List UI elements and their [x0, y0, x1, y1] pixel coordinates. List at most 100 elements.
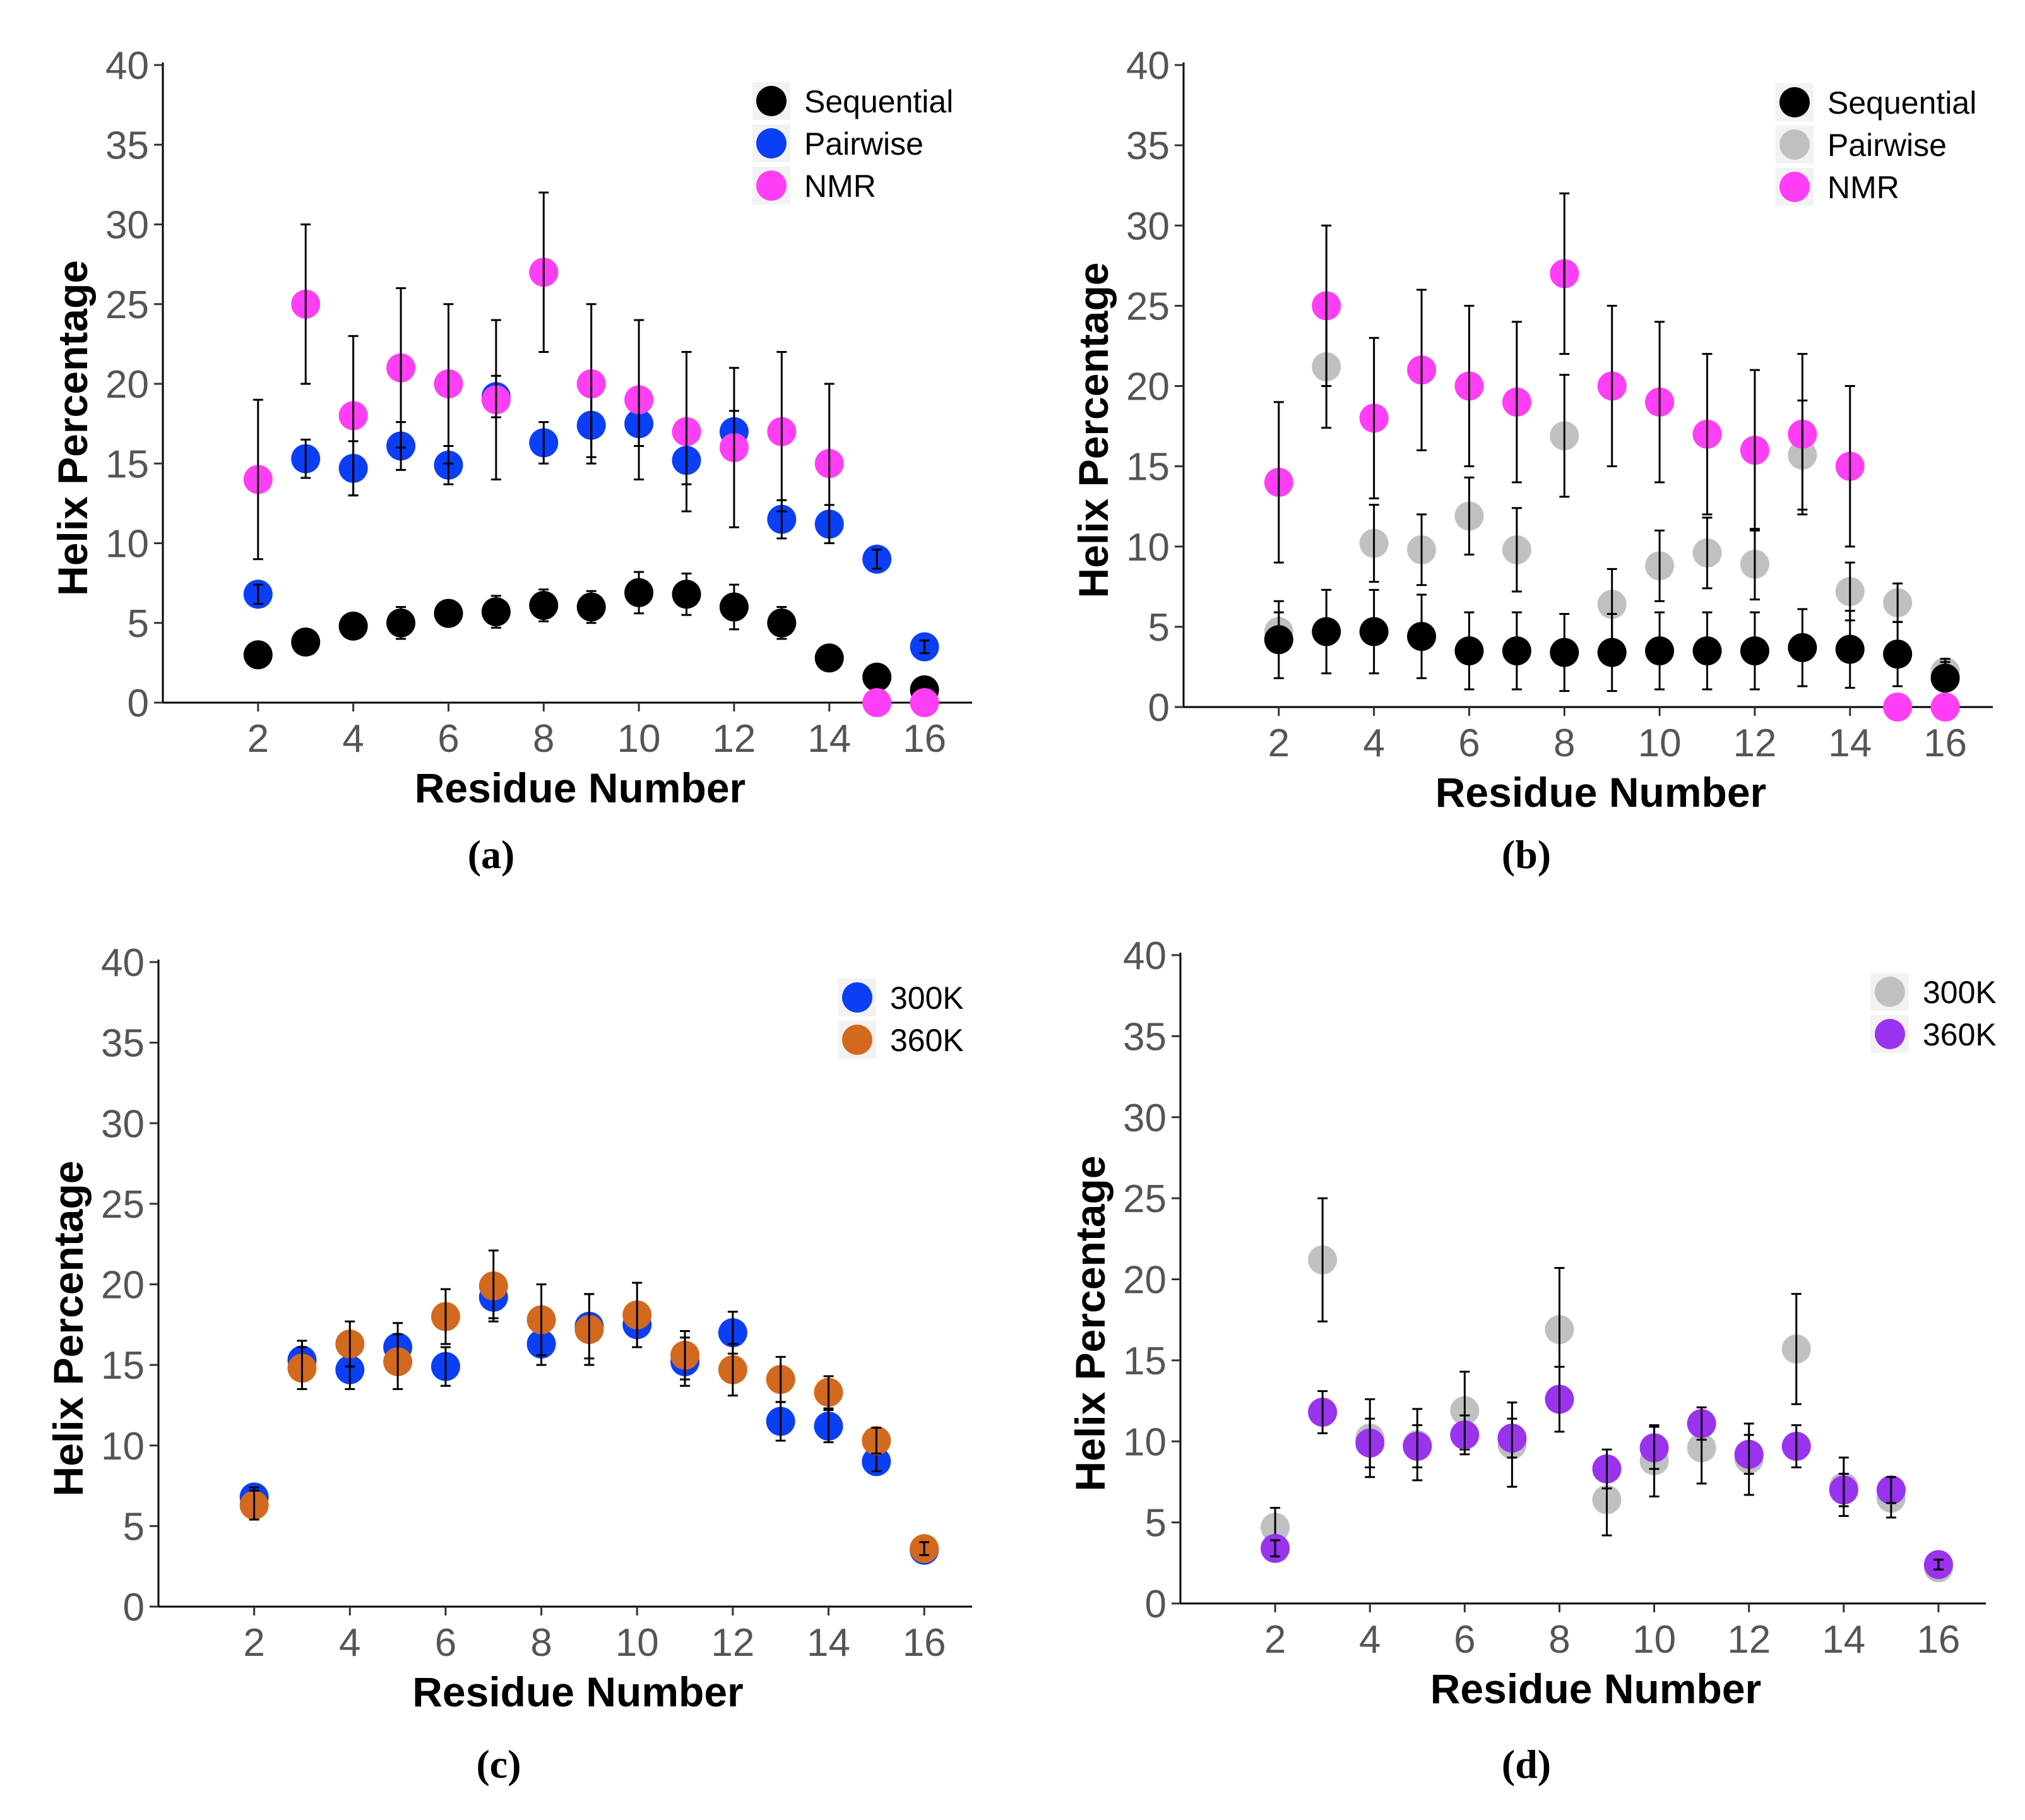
y-tick-label: 25 [105, 283, 149, 327]
legend-key [756, 86, 787, 116]
series-300k [1261, 1197, 1953, 1583]
y-tick-label: 20 [1126, 366, 1170, 409]
panel-caption: (d) [1502, 1742, 1551, 1787]
legend-label: NMR [1827, 170, 1899, 205]
y-tick-label: 40 [105, 44, 149, 88]
y-tick-label: 35 [1126, 124, 1170, 168]
data-point [1930, 693, 1960, 722]
y-tick-label: 15 [1123, 1340, 1167, 1383]
y-tick-label: 20 [105, 363, 149, 407]
x-tick-label: 6 [1454, 1618, 1475, 1662]
legend-label: NMR [804, 169, 876, 204]
y-tick-label: 15 [105, 443, 149, 486]
x-tick-label: 6 [1458, 722, 1480, 765]
legend-label: 300K [1923, 975, 1997, 1010]
legend: Sequential Pairwise NMR [1776, 83, 1976, 206]
x-tick-label: 6 [435, 1621, 456, 1665]
legend-label: 360K [1923, 1017, 1997, 1052]
y-tick-label: 10 [1126, 526, 1170, 569]
legend-key [1779, 172, 1810, 202]
legend: Sequential Pairwise NMR [752, 82, 953, 205]
x-tick-label: 2 [243, 1621, 264, 1665]
x-tick-label: 10 [617, 717, 661, 761]
x-tick-label: 12 [712, 717, 756, 761]
y-tick-label: 0 [123, 1586, 145, 1629]
legend: 300K 360K [838, 978, 964, 1059]
series-nmr [243, 191, 939, 717]
x-tick-label: 6 [437, 717, 459, 761]
x-tick-label: 8 [1548, 1618, 1570, 1662]
x-tick-label: 14 [1822, 1618, 1865, 1662]
x-tick-label: 16 [1916, 1618, 1960, 1662]
legend-key [1875, 1019, 1905, 1049]
x-axis-title: Residue Number [412, 1668, 743, 1715]
legend: 300K 360K [1871, 973, 1997, 1053]
legend-key [1779, 87, 1810, 117]
y-tick-label: 35 [105, 124, 149, 167]
y-tick-label: 25 [101, 1183, 145, 1227]
x-tick-label: 16 [903, 717, 946, 761]
x-tick-label: 2 [1268, 722, 1290, 765]
y-tick-label: 15 [101, 1344, 145, 1388]
chart-panel-4: 0 5 10 15 20 25 30 35 40 2 4 6 8 10 12 14 16 Residue Numb… [1067, 934, 1997, 1787]
y-tick-label: 35 [1123, 1015, 1167, 1059]
y-tick-label: 35 [101, 1022, 145, 1066]
y-tick-label: 30 [1123, 1097, 1167, 1140]
x-tick-label: 10 [1632, 1618, 1676, 1662]
x-tick-label: 12 [1727, 1618, 1771, 1662]
y-tick-label: 20 [101, 1264, 145, 1307]
legend-key [756, 128, 787, 158]
y-tick-label: 0 [1145, 1583, 1167, 1626]
panel-caption: (a) [468, 832, 515, 877]
y-tick-label: 25 [1126, 285, 1170, 328]
x-tick-label: 10 [615, 1621, 659, 1665]
legend-key [842, 1025, 872, 1055]
x-tick-label: 4 [339, 1621, 360, 1665]
x-tick-label: 4 [1359, 1618, 1381, 1662]
series-sequential [1264, 588, 1960, 696]
y-tick-label: 10 [101, 1425, 145, 1468]
series-nmr [1264, 192, 1960, 722]
chart-panel-2: 0 5 10 15 20 25 30 35 40 2 4 6 8 10 12 14 16 Residue Numb… [1070, 44, 1993, 877]
y-tick-label: 15 [1126, 446, 1170, 489]
x-axis-title: Residue Number [415, 764, 745, 811]
legend-key [1875, 977, 1905, 1007]
y-tick-label: 40 [101, 941, 145, 985]
legend-key [1779, 129, 1810, 160]
x-tick-label: 2 [1264, 1618, 1286, 1662]
x-tick-label: 16 [903, 1621, 946, 1665]
x-axis-title: Residue Number [1430, 1665, 1761, 1712]
y-tick-label: 30 [105, 204, 149, 247]
y-tick-label: 20 [1123, 1259, 1167, 1302]
y-tick-label: 0 [1148, 686, 1170, 730]
x-axis-title: Residue Number [1435, 769, 1766, 816]
data-point [862, 688, 892, 717]
panel-caption: (c) [476, 1742, 521, 1787]
x-tick-label: 14 [1828, 722, 1872, 765]
chart-panel-3: 0 5 10 15 20 25 30 35 40 2 4 6 8 10 12 14 16 Residue Numb… [45, 941, 972, 1787]
x-tick-label: 8 [533, 717, 554, 761]
chart-panel-1: 0 5 10 15 20 25 30 35 40 2 4 6 8 10 12 14 16 Residue Numb… [49, 44, 972, 877]
data-point [910, 688, 939, 717]
y-axis-title: Helix Percentage [49, 260, 96, 596]
panel-caption: (b) [1502, 832, 1551, 877]
legend-label: 300K [890, 980, 964, 1016]
legend-label: Pairwise [804, 126, 923, 162]
y-tick-label: 5 [128, 602, 149, 646]
y-tick-label: 30 [101, 1102, 145, 1146]
y-axis-title: Helix Percentage [1070, 263, 1117, 598]
series-360k [239, 1249, 939, 1564]
legend-label: 360K [890, 1023, 964, 1058]
y-axis-title: Helix Percentage [1067, 1156, 1113, 1492]
y-tick-label: 0 [128, 682, 149, 725]
legend-label: Sequential [1827, 85, 1976, 121]
legend-label: Sequential [804, 84, 953, 119]
x-tick-label: 10 [1638, 722, 1682, 765]
data-point [1883, 693, 1913, 722]
y-tick-label: 5 [123, 1505, 145, 1549]
x-tick-label: 14 [807, 1621, 850, 1665]
x-tick-label: 14 [807, 717, 851, 761]
series-360k [1261, 1365, 1953, 1579]
x-tick-label: 16 [1923, 722, 1967, 765]
